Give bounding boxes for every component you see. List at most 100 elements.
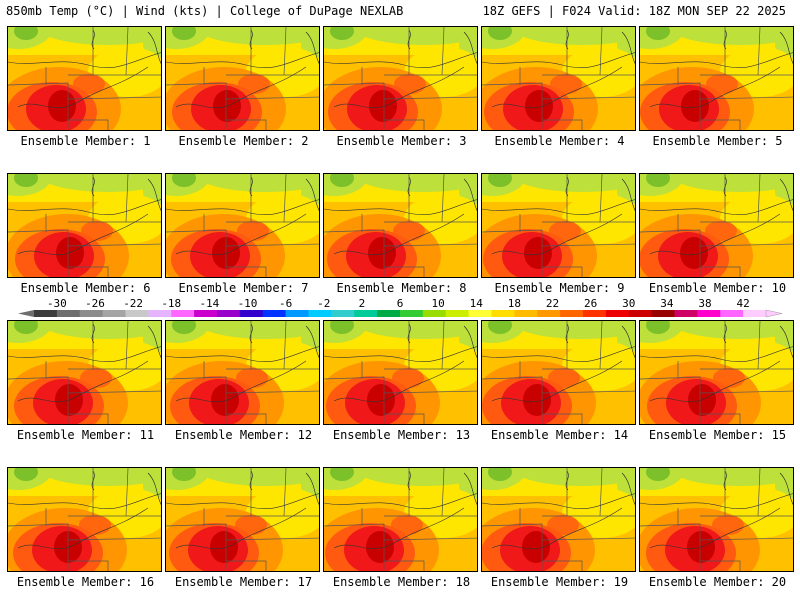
colorbar-tick-label: 34 <box>660 297 674 310</box>
colorbar-segment <box>262 310 287 317</box>
ensemble-map-panel <box>165 173 320 278</box>
ensemble-member-label: Ensemble Member: 20 <box>648 575 787 589</box>
ensemble-member-label: Ensemble Member: 11 <box>16 428 155 442</box>
ensemble-member-label: Ensemble Member: 17 <box>174 575 313 589</box>
ensemble-map-panel <box>7 173 162 278</box>
ensemble-map-panel <box>165 26 320 131</box>
ensemble-member-label: Ensemble Member: 15 <box>648 428 787 442</box>
temperature-map <box>166 174 319 277</box>
temperature-map <box>166 27 319 130</box>
colorbar-segment <box>331 310 355 317</box>
ensemble-member-label: Ensemble Member: 6 <box>20 281 151 295</box>
colorbar-tick-label: -2 <box>317 297 330 310</box>
ensemble-map-panel <box>7 467 162 572</box>
temperature-map <box>324 321 477 424</box>
colorbar-tick-label: -14 <box>199 297 219 310</box>
ensemble-map-panel <box>7 320 162 425</box>
ensemble-map-panel <box>639 26 794 131</box>
map-title: 850mb Temp (°C) | Wind (kts) | College o… <box>6 4 404 18</box>
ensemble-map-panel <box>323 26 478 131</box>
temperature-map <box>324 27 477 130</box>
ensemble-member-label: Ensemble Member: 1 <box>20 134 151 148</box>
ensemble-member-label: Ensemble Member: 10 <box>648 281 787 295</box>
colorbar-segment <box>743 310 767 317</box>
temperature-map <box>8 174 161 277</box>
colorbar-segment <box>628 310 653 317</box>
ensemble-member-label: Ensemble Member: 9 <box>494 281 625 295</box>
temperature-map <box>640 27 793 130</box>
colorbar-segment <box>308 310 332 317</box>
colorbar-segment <box>697 310 721 317</box>
ensemble-member-label: Ensemble Member: 7 <box>178 281 309 295</box>
temperature-map <box>324 468 477 571</box>
colorbar-segment <box>148 310 172 317</box>
colorbar-tick-label: 14 <box>470 297 484 310</box>
colorbar-segment <box>537 310 561 317</box>
ensemble-member-label: Ensemble Member: 5 <box>652 134 783 148</box>
colorbar-segment <box>102 310 126 317</box>
model-valid-time: 18Z GEFS | F024 Valid: 18Z MON SEP 22 20… <box>482 4 786 18</box>
colorbar-segment <box>491 310 515 317</box>
colorbar-tick-label: -6 <box>279 297 292 310</box>
colorbar-segment <box>400 310 424 317</box>
colorbar-tick-label: -26 <box>85 297 105 310</box>
ensemble-member-label: Ensemble Member: 14 <box>490 428 629 442</box>
colorbar-segment <box>377 310 401 317</box>
ensemble-member-label: Ensemble Member: 13 <box>332 428 471 442</box>
colorbar-tick-label: 2 <box>359 297 366 310</box>
ensemble-map-panel <box>639 467 794 572</box>
ensemble-map-panel <box>481 320 636 425</box>
ensemble-map-panel <box>639 320 794 425</box>
ensemble-map-panel <box>323 320 478 425</box>
temperature-map <box>166 321 319 424</box>
colorbar-tick-label: 22 <box>546 297 559 310</box>
temperature-map <box>324 174 477 277</box>
ensemble-map-panel <box>481 467 636 572</box>
ensemble-member-label: Ensemble Member: 18 <box>332 575 471 589</box>
ensemble-member-label: Ensemble Member: 19 <box>490 575 629 589</box>
temperature-map <box>482 27 635 130</box>
colorbar-segment <box>468 310 492 317</box>
colorbar-segment <box>560 310 584 317</box>
colorbar-segment <box>79 310 104 317</box>
colorbar-segment <box>171 310 195 317</box>
temperature-map <box>482 321 635 424</box>
colorbar-tick-label: 38 <box>698 297 711 310</box>
colorbar-tick-label: -10 <box>238 297 258 310</box>
colorbar-segment <box>605 310 630 317</box>
colorbar-tick-label: 26 <box>584 297 597 310</box>
temperature-map <box>640 321 793 424</box>
temperature-map <box>8 468 161 571</box>
ensemble-member-label: Ensemble Member: 8 <box>336 281 467 295</box>
colorbar-segment <box>720 310 744 317</box>
ensemble-member-label: Ensemble Member: 16 <box>16 575 155 589</box>
colorbar-segment <box>194 310 218 317</box>
ensemble-map-panel <box>639 173 794 278</box>
ensemble-map-panel <box>481 173 636 278</box>
colorbar-tick-label: 42 <box>737 297 750 310</box>
ensemble-member-label: Ensemble Member: 3 <box>336 134 467 148</box>
colorbar-right-arrow <box>765 309 783 318</box>
temperature-colorbar: -30 -26 -22 -18 -14 -10 -6 -2 2 6 10 14 18 22 26 30 34 38… <box>18 297 783 318</box>
colorbar-tick-label: -18 <box>161 297 181 310</box>
ensemble-map-panel <box>165 467 320 572</box>
temperature-map <box>482 468 635 571</box>
temperature-map <box>8 321 161 424</box>
colorbar-segment <box>514 310 538 317</box>
ensemble-map-panel <box>323 173 478 278</box>
colorbar-tick-label: 10 <box>432 297 445 310</box>
colorbar-segment <box>34 310 58 317</box>
ensemble-map-panel <box>481 26 636 131</box>
colorbar-tick-label: -30 <box>47 297 67 310</box>
colorbar-segment <box>285 310 309 317</box>
colorbar-tick-label: 18 <box>508 297 521 310</box>
ensemble-member-label: Ensemble Member: 12 <box>174 428 313 442</box>
temperature-map <box>640 468 793 571</box>
temperature-map <box>8 27 161 130</box>
colorbar-segment <box>674 310 698 317</box>
colorbar-segment <box>445 310 470 317</box>
colorbar-tick-label: 6 <box>397 297 404 310</box>
colorbar-segment <box>583 310 607 317</box>
ensemble-map-panel <box>165 320 320 425</box>
colorbar-tick-label: -22 <box>123 297 143 310</box>
